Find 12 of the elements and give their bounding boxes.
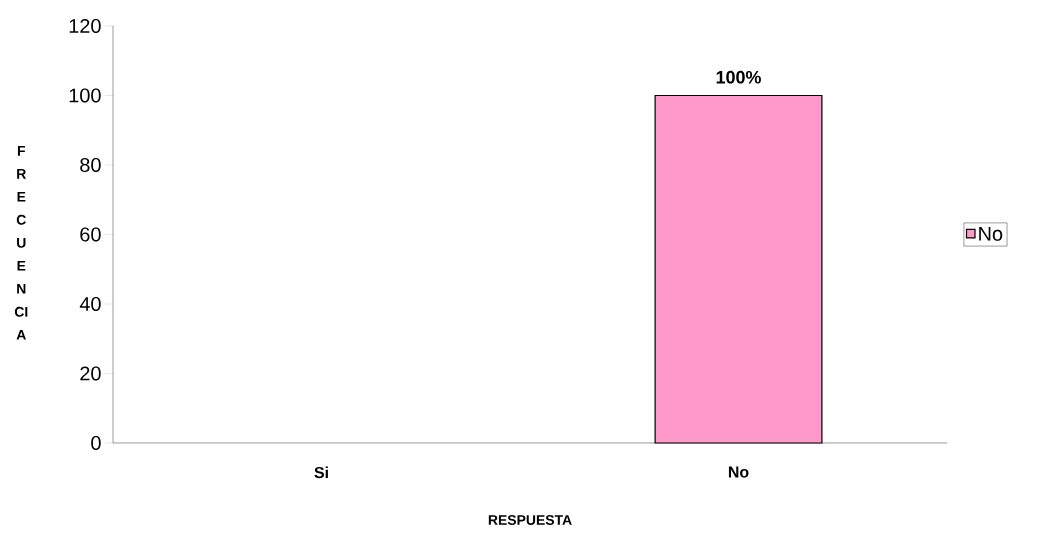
y-tick-label: 60 xyxy=(80,227,101,242)
x-axis-title: RESPUESTA xyxy=(488,515,572,525)
y-tick-label: 40 xyxy=(79,296,101,312)
y-tick-label: 20 xyxy=(80,366,101,381)
y-tick-label: 0 xyxy=(91,435,101,451)
data-label: 100% xyxy=(716,70,761,84)
y-tick-label: 100 xyxy=(69,88,101,103)
x-tick-label: Si xyxy=(314,466,328,479)
legend-label: No xyxy=(979,226,1003,241)
text: FRECUENCIA xyxy=(14,146,28,340)
y-tick-label: 80 xyxy=(80,157,101,173)
y-tick-label: 120 xyxy=(69,18,101,34)
